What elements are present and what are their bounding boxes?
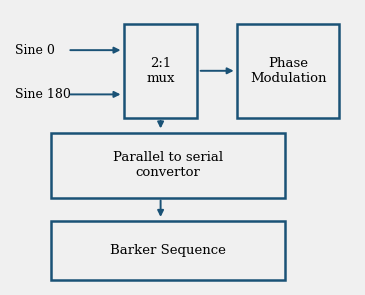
FancyBboxPatch shape — [51, 133, 285, 198]
FancyBboxPatch shape — [51, 221, 285, 280]
Text: 2:1
mux: 2:1 mux — [146, 57, 175, 85]
Text: Barker Sequence: Barker Sequence — [110, 244, 226, 257]
Text: Parallel to serial
convertor: Parallel to serial convertor — [113, 151, 223, 179]
Text: Phase
Modulation: Phase Modulation — [250, 57, 327, 85]
FancyBboxPatch shape — [124, 24, 197, 118]
Text: Sine 0: Sine 0 — [15, 44, 54, 57]
FancyBboxPatch shape — [237, 24, 339, 118]
Text: Sine 180: Sine 180 — [15, 88, 70, 101]
